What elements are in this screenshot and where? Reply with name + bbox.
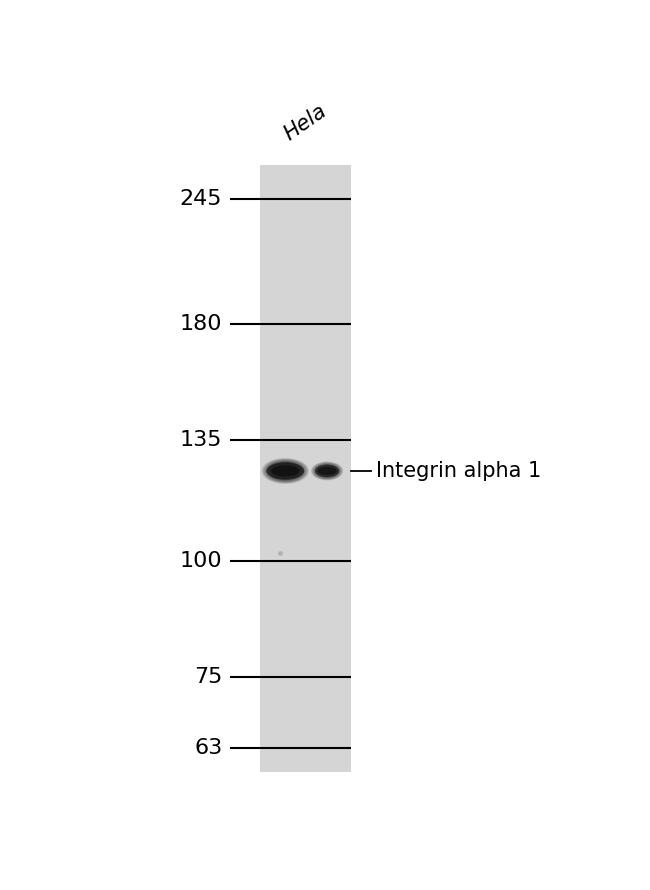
- Ellipse shape: [312, 462, 342, 480]
- Text: Integrin alpha 1: Integrin alpha 1: [376, 461, 541, 481]
- Ellipse shape: [268, 461, 303, 481]
- Text: 135: 135: [180, 430, 222, 450]
- Ellipse shape: [270, 463, 301, 480]
- Ellipse shape: [263, 459, 307, 483]
- Ellipse shape: [317, 465, 338, 477]
- Text: 180: 180: [180, 314, 222, 334]
- Ellipse shape: [272, 465, 299, 476]
- Ellipse shape: [265, 460, 306, 482]
- Ellipse shape: [266, 461, 304, 481]
- Ellipse shape: [261, 458, 309, 484]
- Ellipse shape: [315, 465, 339, 477]
- Ellipse shape: [267, 461, 304, 481]
- Text: 75: 75: [194, 668, 222, 687]
- Ellipse shape: [262, 458, 309, 484]
- Ellipse shape: [268, 462, 302, 480]
- Ellipse shape: [315, 465, 339, 477]
- Ellipse shape: [270, 463, 300, 479]
- Ellipse shape: [315, 465, 339, 477]
- Ellipse shape: [270, 463, 300, 480]
- Ellipse shape: [315, 464, 339, 478]
- Ellipse shape: [315, 465, 339, 477]
- Ellipse shape: [266, 463, 304, 480]
- Ellipse shape: [316, 465, 338, 478]
- Ellipse shape: [317, 467, 337, 475]
- Ellipse shape: [315, 464, 339, 478]
- Ellipse shape: [265, 460, 306, 481]
- Ellipse shape: [311, 461, 343, 481]
- Ellipse shape: [266, 463, 304, 480]
- Ellipse shape: [311, 462, 343, 481]
- Bar: [260, 165, 351, 772]
- Text: 63: 63: [194, 738, 222, 757]
- Ellipse shape: [263, 458, 308, 483]
- Ellipse shape: [315, 465, 339, 477]
- Ellipse shape: [266, 463, 304, 480]
- Ellipse shape: [266, 463, 304, 480]
- Ellipse shape: [317, 465, 337, 477]
- Ellipse shape: [316, 465, 339, 478]
- Ellipse shape: [315, 464, 340, 479]
- Ellipse shape: [266, 463, 304, 480]
- Ellipse shape: [315, 465, 339, 477]
- Ellipse shape: [317, 465, 337, 477]
- Ellipse shape: [313, 463, 341, 479]
- Ellipse shape: [266, 460, 304, 481]
- Ellipse shape: [315, 464, 339, 478]
- Ellipse shape: [314, 464, 340, 479]
- Ellipse shape: [266, 463, 304, 480]
- Ellipse shape: [314, 463, 341, 479]
- Ellipse shape: [266, 460, 305, 481]
- Text: 245: 245: [180, 190, 222, 209]
- Ellipse shape: [266, 463, 304, 480]
- Ellipse shape: [264, 459, 307, 482]
- Ellipse shape: [263, 458, 307, 483]
- Ellipse shape: [312, 462, 343, 480]
- Ellipse shape: [313, 463, 341, 479]
- Ellipse shape: [315, 465, 339, 477]
- Ellipse shape: [268, 462, 302, 481]
- Ellipse shape: [315, 465, 339, 477]
- Ellipse shape: [311, 462, 343, 481]
- Ellipse shape: [269, 462, 302, 480]
- Ellipse shape: [313, 462, 342, 480]
- Text: 100: 100: [179, 551, 222, 571]
- Ellipse shape: [266, 463, 304, 480]
- Ellipse shape: [313, 463, 341, 480]
- Ellipse shape: [264, 459, 306, 482]
- Text: Hela: Hela: [280, 101, 330, 144]
